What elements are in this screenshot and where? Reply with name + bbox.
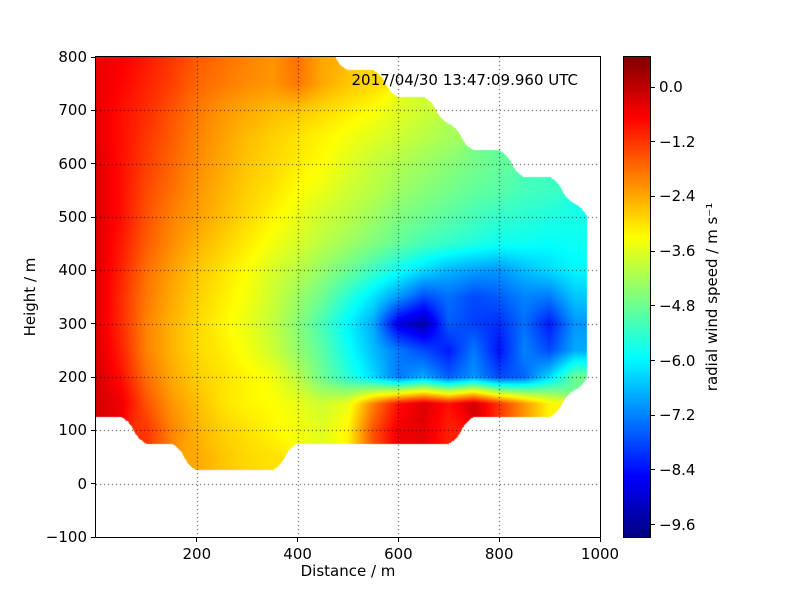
x-tick xyxy=(498,538,500,542)
y-tick-label: 500 xyxy=(58,208,87,226)
y-tick-label: 100 xyxy=(58,421,87,440)
x-tick xyxy=(196,538,198,542)
y-tick-label: 700 xyxy=(58,101,87,120)
y-tick xyxy=(91,269,95,271)
y-tick-label: 400 xyxy=(58,261,87,280)
colorbar-tick xyxy=(651,414,655,416)
colorbar-tick-label: −7.2 xyxy=(659,406,696,425)
y-tick xyxy=(91,109,95,111)
x-tick-label: 1000 xyxy=(580,545,620,563)
heatmap-canvas xyxy=(96,57,600,537)
x-tick xyxy=(599,538,601,542)
y-tick-label: 800 xyxy=(58,48,87,66)
x-tick xyxy=(297,538,299,542)
colorbar-tick xyxy=(651,250,655,252)
colorbar-tick xyxy=(651,195,655,197)
colorbar-tick xyxy=(651,360,655,362)
y-tick xyxy=(91,163,95,165)
y-tick xyxy=(91,483,95,485)
y-tick xyxy=(91,376,95,378)
colorbar-tick-label: 0.0 xyxy=(659,78,683,97)
y-tick xyxy=(91,216,95,218)
colorbar-tick-label: −1.2 xyxy=(659,132,696,151)
y-tick xyxy=(91,429,95,431)
y-tick xyxy=(91,536,95,538)
y-tick-label: 300 xyxy=(58,314,87,333)
colorbar-canvas xyxy=(624,57,650,537)
colorbar-tick-label: −6.0 xyxy=(659,351,696,370)
chart-title: 2017/04/30 13:47:09.960 UTC xyxy=(351,71,579,89)
colorbar-tick xyxy=(651,86,655,88)
y-tick-label: 600 xyxy=(58,154,87,173)
y-axis-label: Height / m xyxy=(21,257,39,337)
colorbar-label: radial wind speed / m s⁻¹ xyxy=(703,202,721,392)
colorbar-tick xyxy=(651,469,655,471)
colorbar-tick xyxy=(651,141,655,143)
colorbar-tick xyxy=(651,524,655,526)
y-tick xyxy=(91,56,95,58)
y-tick-label: −100 xyxy=(45,528,87,546)
y-tick-label: 200 xyxy=(58,368,87,386)
x-axis-label: Distance / m xyxy=(300,562,396,580)
colorbar-tick-label: −9.6 xyxy=(659,515,696,534)
colorbar-tick-label: −4.8 xyxy=(659,296,696,315)
colorbar-tick-label: −2.4 xyxy=(659,187,696,206)
x-tick xyxy=(397,538,399,542)
x-tick-label: 400 xyxy=(283,545,312,563)
colorbar-tick-label: −3.6 xyxy=(659,242,696,261)
x-tick-label: 800 xyxy=(484,545,514,563)
x-tick-label: 200 xyxy=(182,545,212,563)
colorbar-tick xyxy=(651,305,655,307)
colorbar-tick-label: −8.4 xyxy=(659,460,696,479)
y-tick-label: 0 xyxy=(77,474,87,493)
y-tick xyxy=(91,323,95,325)
x-tick-label: 600 xyxy=(384,545,413,563)
